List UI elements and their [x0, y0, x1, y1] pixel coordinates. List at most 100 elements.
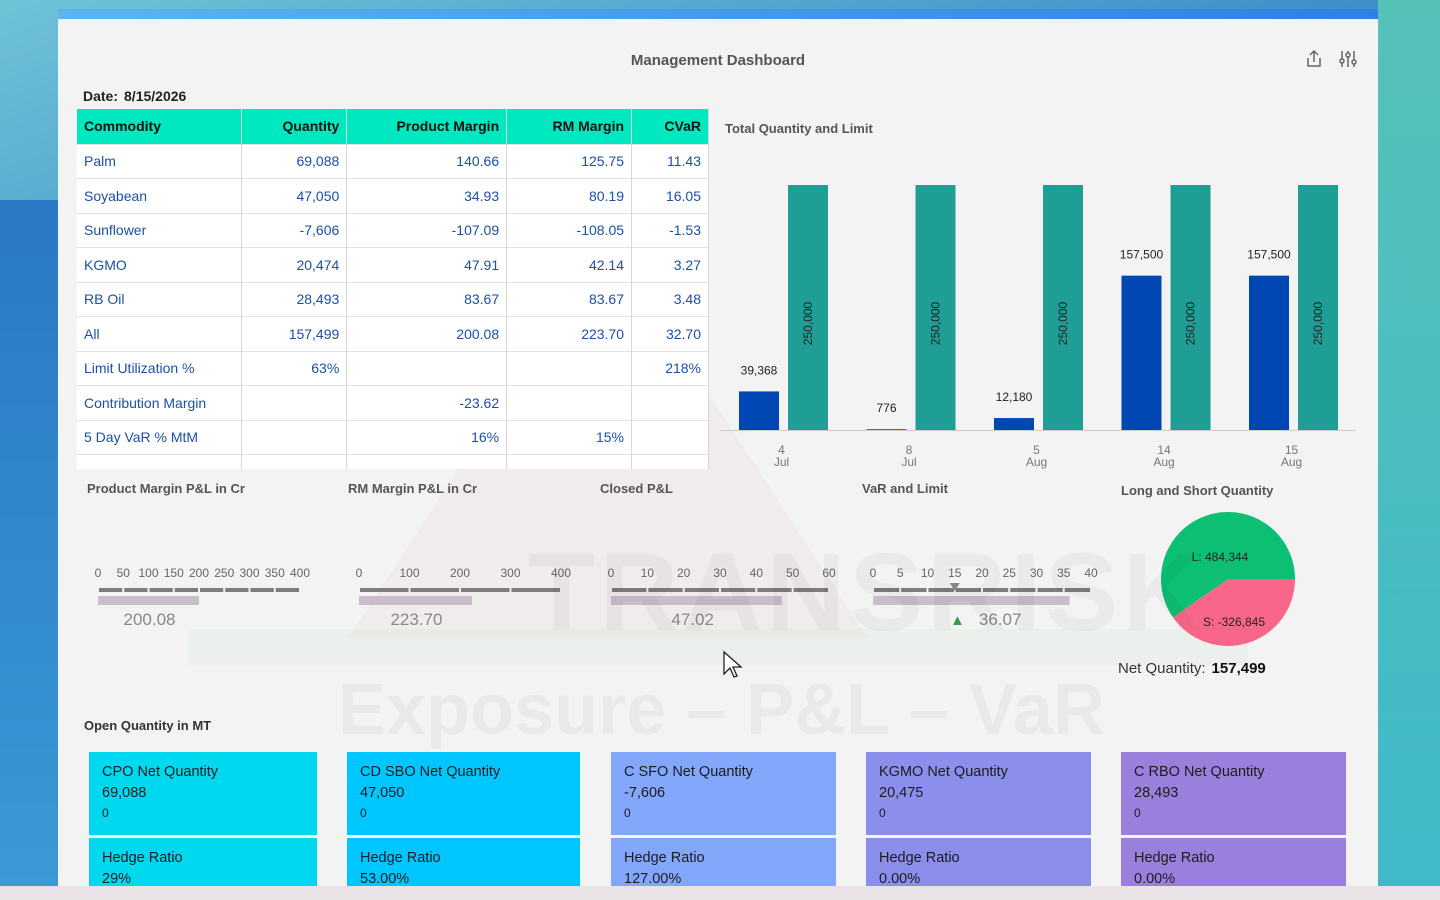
table-cell [506, 385, 633, 420]
bar-series0-0[interactable] [739, 391, 779, 430]
bar-data-label: 157,500 [1120, 248, 1164, 262]
table-cell [241, 454, 348, 469]
gauge-tick-label: 150 [164, 566, 184, 580]
pie-slice-long[interactable] [1161, 511, 1295, 618]
gauge-tick-label: 15 [948, 566, 962, 580]
table-cell: 83.67 [506, 281, 633, 317]
bar-series0-1[interactable] [866, 429, 907, 430]
quantity-limit-bar-chart: 39,368250,0004Jul776250,0008Jul12,180250… [720, 185, 1356, 469]
gauge-value-bar [98, 596, 200, 605]
column-header[interactable]: Commodity [77, 109, 243, 144]
table-row[interactable]: 5 Day VaR % MtM 16% 15% [77, 419, 709, 455]
net-quantity-tile[interactable]: C SFO Net Quantity -7,606 0 [611, 752, 836, 835]
gauge-tick-label: 200 [189, 566, 209, 580]
net-quantity-tile[interactable]: KGMO Net Quantity 20,475 0 [866, 752, 1091, 835]
bar-series1-3[interactable] [1170, 185, 1211, 430]
table-row[interactable]: KGMO 20,474 47.91 42.14 3.27 [77, 247, 709, 282]
table-cell: Limit Utilization % [77, 350, 243, 386]
bar-series0-3[interactable] [1121, 275, 1162, 430]
net-quantity-tile[interactable]: C RBO Net Quantity 28,493 0 [1121, 752, 1346, 835]
open-quantity-card[interactable]: KGMO Net Quantity 20,475 0 Hedge Ratio 0.00% [866, 752, 1091, 886]
table-row[interactable]: All 157,499 200.08 223.70 32.70 [77, 316, 709, 351]
gauge-tick-label: 40 [750, 566, 764, 580]
table-row[interactable]: Sunflower -7,606 -107.09 -108.05 -1.53 [77, 212, 709, 248]
settings-sliders-icon[interactable] [1338, 49, 1358, 69]
hedge-ratio-tile[interactable]: Hedge Ratio 0.00% [866, 838, 1091, 886]
table-cell [241, 419, 348, 455]
gauge-band-segment [275, 588, 299, 592]
gauge-band-segment [461, 588, 510, 592]
gauge-tick-label: 0 [95, 566, 102, 580]
table-row[interactable]: Palm 69,088 140.66 125.75 11.43 [77, 143, 709, 179]
pie-slice-short[interactable] [1173, 579, 1295, 646]
bar-series0-2[interactable] [994, 418, 1034, 430]
open-quantity-card[interactable]: CPO Net Quantity 69,088 0 Hedge Ratio 29% [89, 752, 317, 886]
table-cell [77, 454, 243, 469]
table-cell: 16.05 [631, 178, 709, 213]
x-tick-label: Jul [774, 455, 789, 469]
gauge-tick-label: 20 [677, 566, 691, 580]
bar-series1-4[interactable] [1298, 185, 1338, 430]
gauge-tick-label: 100 [138, 566, 158, 580]
x-tick-label: Jul [901, 455, 916, 469]
net-quantity-tile[interactable]: CD SBO Net Quantity 47,050 0 [347, 752, 580, 835]
gauge-band-segment [174, 588, 198, 592]
bar-series1-1[interactable] [915, 185, 956, 430]
gauge-band-segment [200, 588, 224, 592]
gauge-value-text: 223.70 [390, 610, 443, 629]
pie-label-short: S: -326,845 [1203, 615, 1265, 629]
hedge-ratio-tile[interactable]: Hedge Ratio 53.00% [347, 838, 580, 886]
window-accent-bar [58, 9, 1378, 19]
table-row[interactable]: Contribution Margin -23.62 [77, 385, 709, 420]
gauge-tick-label: 50 [117, 566, 131, 580]
column-header[interactable]: Product Margin [346, 109, 508, 144]
net-quantity-tile[interactable]: CPO Net Quantity 69,088 0 [89, 752, 317, 835]
hedge-ratio-label: Hedge Ratio [102, 850, 183, 866]
gauge-tick-label: 0 [356, 566, 363, 580]
watermark-tagline: Exposure – P&L – VaR [338, 669, 1105, 751]
gauge-band-segment [124, 588, 148, 592]
open-quantity-card[interactable]: CD SBO Net Quantity 47,050 0 Hedge Ratio 53.… [347, 752, 580, 886]
table-cell: -108.05 [506, 212, 633, 248]
x-tick-label: 15 [1285, 443, 1299, 457]
table-cell: 223.70 [506, 316, 633, 351]
open-quantity-title: Open Quantity in MT [84, 718, 212, 733]
bar-data-label: 250,000 [801, 301, 815, 345]
table-row[interactable]: Limit Utilization % 63% 218% [77, 350, 709, 386]
card-quantity: 47,050 [360, 785, 405, 801]
open-quantity-card[interactable]: C RBO Net Quantity 28,493 0 Hedge Ratio 0.00… [1121, 752, 1346, 886]
card-quantity: 69,088 [102, 785, 147, 801]
desktop-background-right [1378, 0, 1440, 900]
hedge-ratio-value: 0.00% [879, 871, 921, 886]
gauge-band-segment [684, 588, 719, 592]
bar-series1-2[interactable] [1043, 185, 1083, 430]
table-cell: -107.09 [346, 212, 508, 248]
hedge-ratio-tile[interactable]: Hedge Ratio 127.00% [611, 838, 836, 886]
bar-series0-4[interactable] [1249, 275, 1289, 430]
gauge-tick-label: 30 [713, 566, 727, 580]
bar-series1-0[interactable] [788, 185, 828, 430]
gauge-band-segment [721, 588, 756, 592]
x-tick-label: 14 [1157, 443, 1171, 457]
table-row[interactable]: RB Oil 28,493 83.67 83.67 3.48 [77, 281, 709, 317]
column-header[interactable]: RM Margin [506, 109, 633, 144]
table-row[interactable]: Soyabean 47,050 34.93 80.19 16.05 [77, 178, 709, 213]
table-cell: 125.75 [506, 143, 633, 179]
share-icon[interactable] [1304, 49, 1324, 69]
hedge-ratio-tile[interactable]: Hedge Ratio 29% [89, 838, 317, 886]
closed-pnl-gauge: Closed P&L 0 10 20 30 40 50 60 47.02 [600, 481, 868, 641]
taskbar [0, 886, 1440, 900]
gauge-band-segment [928, 588, 954, 592]
gauge-band-segment [1064, 588, 1090, 592]
gauge-tick-label: 25 [1003, 566, 1017, 580]
table-cell [346, 454, 508, 469]
hedge-ratio-tile[interactable]: Hedge Ratio 0.00% [1121, 838, 1346, 886]
mouse-cursor-icon [723, 650, 743, 678]
gauge-tick-label: 20 [975, 566, 989, 580]
table-cell: 83.67 [346, 281, 508, 317]
table-cell [506, 350, 633, 386]
table-cell [631, 385, 709, 420]
column-header[interactable]: CVaR [631, 109, 709, 144]
open-quantity-card[interactable]: C SFO Net Quantity -7,606 0 Hedge Ratio 127.… [611, 752, 836, 886]
column-header[interactable]: Quantity [241, 109, 348, 144]
